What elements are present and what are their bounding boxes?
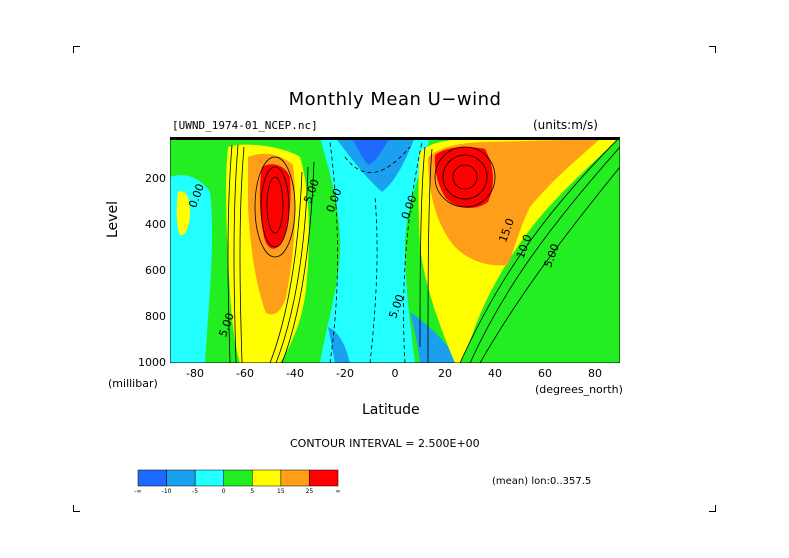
legend-swatches — [137, 469, 339, 487]
contour-line — [281, 161, 315, 363]
legend-swatch — [280, 469, 310, 487]
filled-contours — [170, 137, 620, 363]
x-axis-unit: (degrees_north) — [535, 383, 623, 396]
contour-line — [239, 146, 245, 363]
chart-title: Monthly Mean U−wind — [288, 89, 502, 110]
contour-line — [275, 166, 309, 363]
legend-swatch — [137, 469, 167, 487]
contour-line — [369, 196, 378, 363]
contour-line — [403, 141, 423, 363]
crop-mark-top-left — [73, 46, 80, 53]
y-axis-unit: (millibar) — [108, 377, 158, 390]
x-tick-label: -60 — [236, 367, 254, 380]
legend-level-label: -10 — [162, 488, 172, 495]
legend-level-label: 15 — [277, 488, 285, 495]
contour-line — [419, 146, 426, 348]
contour-line — [442, 154, 488, 200]
x-tick-label: -20 — [336, 367, 354, 380]
y-axis-label: Level — [105, 201, 121, 238]
legend-labels: -∞ -10 -5 0 5 15 25 ∞ — [134, 488, 340, 495]
x-tick-label: -40 — [286, 367, 304, 380]
contour-interval-note: CONTOUR INTERVAL = 2.500E+00 — [290, 437, 480, 450]
legend-level-label: 0 — [222, 488, 226, 495]
y-tick-label: 400 — [145, 217, 166, 231]
contour-line — [427, 148, 433, 363]
crop-mark-top-right — [709, 46, 716, 53]
low-level-easterly-right — [410, 312, 460, 363]
contour-line — [269, 171, 303, 363]
strong-easterly-core — [352, 137, 390, 165]
legend-level-label: 25 — [306, 488, 314, 495]
southern-jet-core — [259, 164, 291, 249]
x-tick-label: 40 — [488, 367, 502, 380]
negative-contour-lines — [329, 141, 423, 363]
legend-level-label: 5 — [250, 488, 254, 495]
low-level-easterly-left — [328, 327, 350, 363]
contour-line — [233, 144, 239, 363]
contour-line — [227, 144, 233, 363]
legend-swatch — [309, 469, 339, 487]
contour-line — [266, 176, 284, 234]
y-tick-label: 600 — [145, 263, 166, 277]
polar-westerly-spot — [176, 191, 190, 236]
x-tick-label: 60 — [538, 367, 552, 380]
contour-line — [479, 166, 620, 363]
y-tick-label: 1000 — [138, 356, 166, 369]
legend-swatch — [166, 469, 196, 487]
x-tick-label: -80 — [186, 367, 204, 380]
contour-line — [260, 166, 290, 248]
color-legend: -∞ -10 -5 0 5 15 25 ∞ — [134, 469, 341, 495]
model-top-band — [170, 137, 620, 140]
x-axis-label: Latitude — [362, 402, 420, 418]
contour-line — [434, 146, 496, 208]
contour-line — [459, 137, 620, 363]
x-tick-label: 80 — [588, 367, 602, 380]
crop-mark-bottom-left — [73, 505, 80, 512]
legend-swatch — [223, 469, 253, 487]
stratospheric-easterly-region — [335, 137, 415, 192]
contour-lines — [227, 137, 620, 363]
contour-line — [329, 141, 338, 363]
contour-line — [452, 164, 478, 190]
tropical-easterly-region — [320, 137, 430, 363]
contour-line — [469, 146, 620, 363]
legend-swatch — [194, 469, 224, 487]
legend-swatch — [252, 469, 282, 487]
y-tick-label: 200 — [145, 171, 166, 185]
legend-level-label: -∞ — [134, 488, 141, 495]
dataset-name: [UWND_1974-01_NCEP.nc] — [172, 119, 318, 132]
crop-mark-bottom-right — [709, 505, 716, 512]
legend-level-label: ∞ — [336, 488, 341, 495]
contour-line — [344, 146, 411, 174]
y-tick-label: 800 — [145, 309, 166, 323]
legend-level-label: -5 — [192, 488, 198, 495]
averaging-note: (mean) lon:0..357.5 — [492, 476, 592, 487]
x-tick-label: 0 — [391, 367, 399, 380]
x-tick-label: 20 — [438, 367, 452, 380]
contour-line — [254, 156, 296, 258]
units-label: (units:m/s) — [533, 118, 598, 132]
